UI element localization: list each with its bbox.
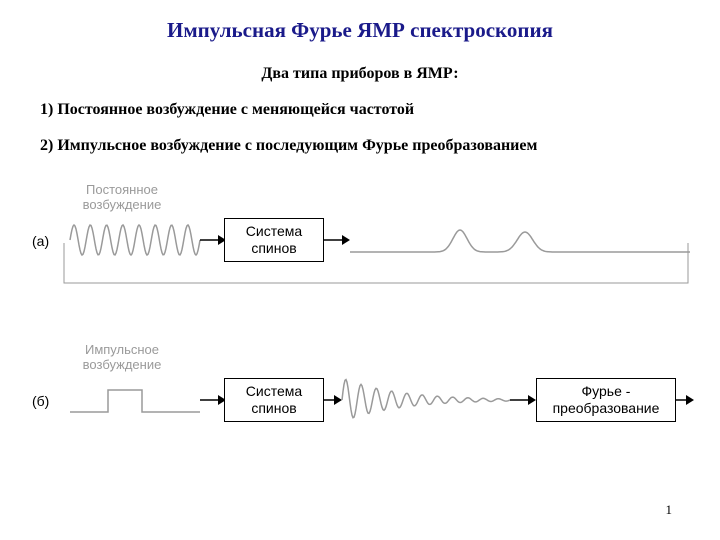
page-title: Импульсная Фурье ЯМР спектроскопия — [0, 0, 720, 43]
box-b-fourier: Фурье - преобразование — [536, 378, 676, 422]
arrow-b-mid1 — [324, 392, 342, 408]
source-label-b: Импульсное возбуждение — [62, 342, 182, 372]
row-label-a: (а) — [32, 233, 49, 249]
bullet-2: 2) Импульсное возбуждение с последующим … — [40, 137, 720, 155]
loop-a — [60, 235, 692, 295]
arrow-b-out — [676, 392, 694, 408]
page-number: 1 — [666, 502, 673, 518]
box-b-system: Система спинов — [224, 378, 324, 422]
source-label-a: Постоянное возбуждение — [62, 182, 182, 212]
arrow-b-in — [200, 392, 226, 408]
input-pulse-b — [70, 378, 200, 422]
subtitle: Два типа приборов в ЯМР: — [0, 65, 720, 83]
fid-wave-b — [342, 372, 510, 428]
diagram: (а) Постоянное возбуждение Система спино… — [0, 180, 720, 510]
bullet-1: 1) Постоянное возбуждение с меняющейся ч… — [40, 101, 720, 119]
row-label-b: (б) — [32, 393, 49, 409]
arrow-b-mid2 — [510, 392, 536, 408]
